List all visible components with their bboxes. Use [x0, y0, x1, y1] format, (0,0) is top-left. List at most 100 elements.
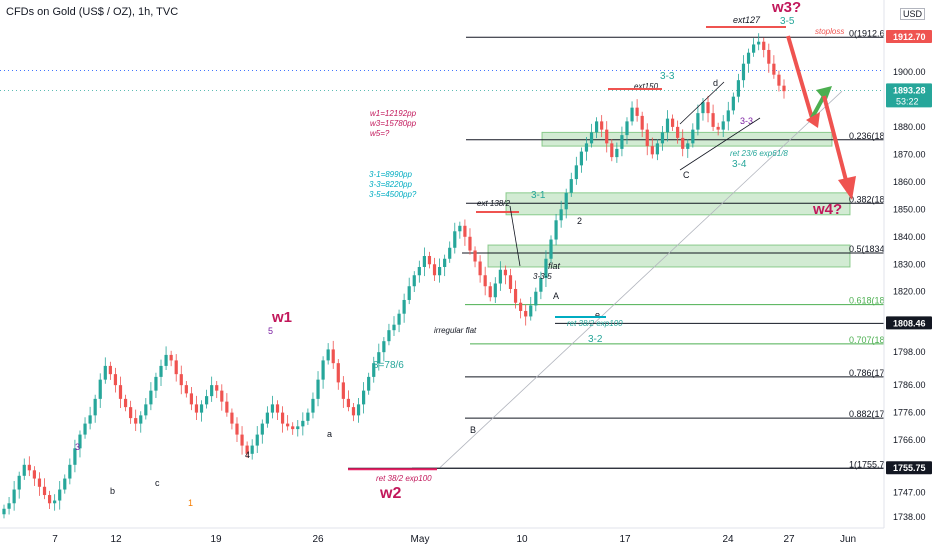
candle-body: [640, 115, 644, 130]
candle-body: [174, 360, 178, 375]
y-tick-label: 1766.00: [893, 435, 926, 445]
candle-body: [32, 470, 36, 479]
candle-body: [12, 489, 16, 504]
price-tag-label: 1808.46: [893, 318, 926, 328]
sub-wave-label: 3-3: [660, 71, 675, 82]
wave-point-label: b: [110, 486, 115, 496]
candle-body: [230, 412, 234, 424]
candle-body: [453, 231, 457, 248]
pattern-line: [679, 117, 761, 171]
candle-body: [483, 275, 487, 287]
candle-body: [686, 143, 690, 149]
candle-body: [412, 275, 416, 287]
candle-body: [22, 464, 26, 476]
wave-point-label: d: [713, 78, 718, 88]
candle-body: [37, 478, 42, 487]
fib-label: 0.5(1834.1: [849, 244, 892, 254]
x-tick-label: May: [411, 534, 430, 545]
candle-body: [189, 393, 194, 405]
y-tick-label: 1776.00: [893, 408, 926, 418]
pattern-line: [509, 205, 521, 267]
candle-body: [316, 379, 320, 399]
candle-body: [382, 341, 386, 353]
candle-body: [574, 165, 578, 180]
candle-body: [468, 236, 472, 251]
candle-body: [42, 486, 47, 496]
support-zone: [505, 192, 851, 216]
candle-body: [549, 239, 553, 259]
fib-label: 0.707(1801: [849, 335, 895, 345]
candle-body: [448, 247, 452, 259]
wave-point-label: 3-3: [740, 116, 753, 126]
candle-body: [524, 310, 528, 317]
candle-body: [767, 49, 771, 64]
candle-body: [625, 121, 629, 136]
candle-body: [255, 434, 259, 446]
candle-body: [670, 118, 675, 127]
wave-point-label: A: [553, 291, 559, 301]
note-label: ext127: [733, 15, 761, 25]
wave-point-label: 4: [245, 450, 250, 460]
price-axis[interactable]: 1738.00 1747.00 1766.00 1776.00 1786.00 1798.…: [883, 0, 932, 550]
candle-body: [73, 448, 77, 465]
wave-stat-pink: w1=12192pp: [370, 109, 417, 118]
candle-body: [660, 132, 665, 144]
candle-body: [356, 404, 361, 416]
candle-body: [473, 250, 477, 262]
arrow-head: [806, 112, 820, 128]
wave-point-label: 5: [268, 326, 273, 336]
candle-body: [665, 118, 670, 133]
candle-body: [331, 349, 335, 364]
arrow-head: [816, 86, 832, 102]
candle-body: [579, 151, 584, 166]
y-tick-label: 1820.00: [893, 287, 926, 297]
price-tag: [886, 83, 932, 108]
candle-body: [696, 113, 700, 130]
candle-body: [194, 404, 199, 413]
candle-body: [402, 299, 406, 314]
wave-label: w2: [379, 485, 401, 502]
candle-body: [144, 404, 148, 416]
price-tag: [886, 30, 932, 44]
y-tick-label: 1840.00: [893, 232, 926, 242]
candle-body: [336, 363, 340, 383]
x-tick-label: 12: [110, 534, 122, 545]
candle-body: [17, 475, 21, 490]
support-zones: [487, 131, 851, 268]
wave-label: w3?: [771, 0, 801, 16]
candle-body: [250, 445, 254, 454]
note-label: 3-3-5: [533, 272, 552, 281]
candle-body: [458, 225, 462, 232]
countdown-label: 53:22: [896, 96, 919, 106]
candle-body: [539, 277, 543, 292]
candle-body: [716, 126, 720, 130]
candle-body: [544, 258, 548, 278]
x-tick-label: 17: [619, 534, 631, 545]
candle-body: [554, 220, 558, 240]
candle-body: [280, 412, 285, 424]
arrow-head: [838, 176, 856, 200]
candle-body: [610, 143, 614, 158]
fib-label: 0.786(1789: [849, 368, 895, 378]
x-tick-label: 27: [783, 534, 795, 545]
candle-body: [513, 288, 518, 303]
currency-badge[interactable]: USD: [900, 8, 926, 20]
candle-body: [362, 390, 366, 405]
candle-body: [88, 415, 92, 424]
x-tick-label: 7: [52, 534, 58, 545]
candle-body: [721, 121, 725, 130]
candle-body: [594, 121, 599, 133]
y-tick-label: 1786.00: [893, 380, 926, 390]
candle-body: [296, 426, 300, 430]
time-axis[interactable]: 7 12 19 26 May 10 17 24 27 Jun: [0, 527, 884, 545]
candle-body: [27, 464, 31, 471]
note-label: flat: [548, 261, 561, 271]
reference-lines: [0, 70, 884, 469]
candle-body: [240, 434, 244, 446]
candle-body: [757, 41, 761, 45]
candle-body: [605, 129, 609, 144]
candle-body: [726, 110, 730, 122]
candle-body: [134, 418, 138, 424]
fib-label: 0.236(1875: [849, 131, 895, 141]
